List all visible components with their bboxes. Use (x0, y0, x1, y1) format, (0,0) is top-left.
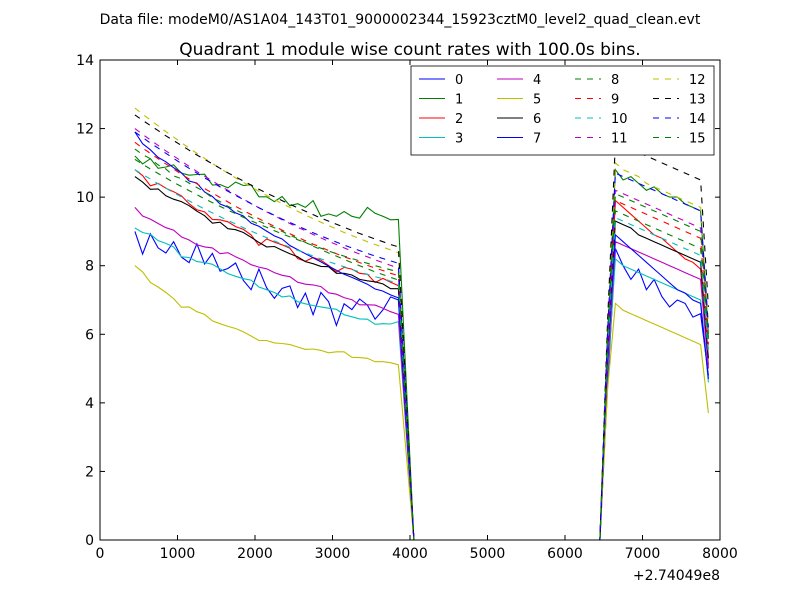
plot-frame (99, 59, 721, 541)
x-tick-label: 8000 (702, 546, 738, 562)
x-tick-label: 4000 (392, 546, 428, 562)
y-tick-label: 12 (76, 122, 94, 138)
x-tick-label: 5000 (470, 546, 506, 562)
legend-label: 4 (533, 73, 541, 88)
x-offset-label: +2.74049e8 (633, 568, 720, 584)
chart-title: Quadrant 1 module wise count rates with … (179, 40, 640, 60)
legend-label: 0 (455, 73, 463, 88)
legend-label: 11 (611, 132, 628, 147)
x-tick-label: 7000 (625, 546, 661, 562)
legend-label: 9 (611, 93, 619, 108)
legend-label: 6 (533, 112, 541, 127)
y-tick-label: 2 (85, 464, 94, 480)
legend-label: 12 (689, 73, 706, 88)
x-tick-label: 3000 (315, 546, 351, 562)
ticks-layer: 0 1000 2000 3000 4000 5000 6000 7000 80000246810… (76, 53, 738, 562)
legend-label: 14 (689, 112, 706, 127)
y-tick-label: 4 (85, 396, 94, 412)
suptitle: Data file: modeM0/AS1A04_143T01_90000023… (100, 12, 701, 28)
legend-label: 2 (455, 112, 463, 127)
series-line-8 (134, 148, 709, 541)
x-tick-label: 2000 (237, 546, 273, 562)
legend-label: 5 (533, 93, 541, 108)
y-tick-label: 0 (85, 533, 94, 549)
x-tick-label: 0 (96, 546, 105, 562)
series-line-15 (134, 158, 709, 541)
legend-label: 8 (611, 73, 619, 88)
y-tick-label: 8 (85, 259, 94, 275)
x-tick-label: 6000 (547, 546, 583, 562)
legend-box (410, 65, 715, 156)
legend-label: 7 (533, 132, 541, 147)
legend-label: 10 (611, 112, 628, 127)
legend-label: 1 (455, 93, 463, 108)
legend-label: 13 (689, 93, 706, 108)
legend-label: 15 (689, 132, 706, 147)
y-tick-label: 14 (76, 53, 94, 69)
y-tick-label: 10 (76, 190, 94, 206)
legend-label: 3 (455, 132, 463, 147)
x-tick-label: 1000 (160, 546, 196, 562)
y-tick-label: 6 (85, 327, 94, 343)
series-line-13 (134, 114, 709, 541)
